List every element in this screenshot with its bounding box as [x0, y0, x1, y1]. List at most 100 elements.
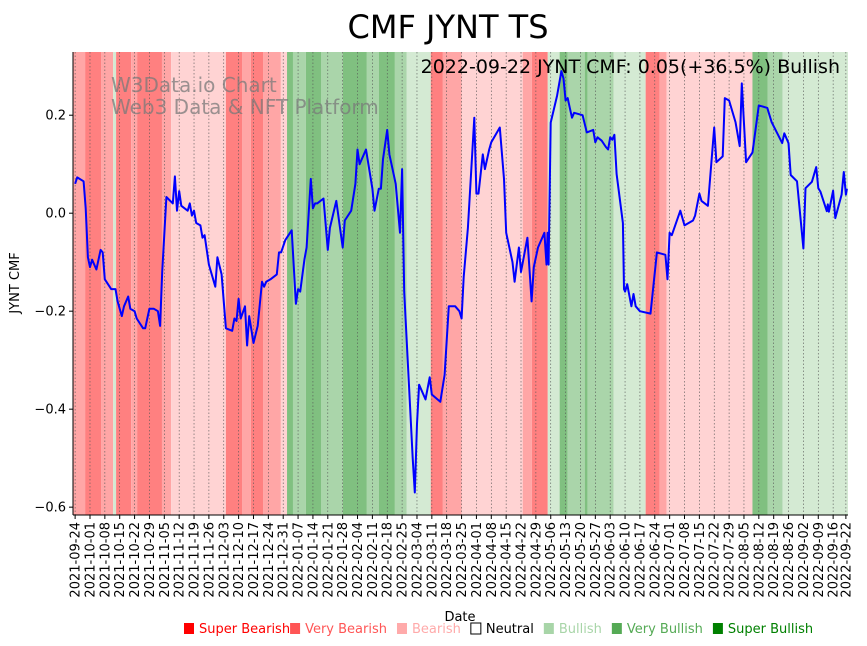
- x-tick-label: 2022-03-25: [455, 522, 470, 598]
- sentiment-band: [666, 52, 753, 515]
- legend-label: Bullish: [559, 622, 602, 637]
- x-tick-label: 2022-07-08: [678, 522, 693, 598]
- x-tick-label: 2022-03-18: [440, 522, 455, 598]
- x-tick-label: 2021-10-22: [128, 522, 143, 598]
- sentiment-band: [85, 52, 102, 515]
- sentiment-band: [171, 52, 226, 515]
- x-tick-label: 2022-09-16: [827, 522, 842, 598]
- chart-title: CMF JYNT TS: [347, 8, 548, 46]
- legend-label: Very Bullish: [627, 622, 703, 637]
- legend-label: Very Bearish: [305, 622, 387, 637]
- sentiment-band: [250, 52, 264, 515]
- x-tick-label: 2022-04-15: [500, 522, 515, 598]
- x-tick-label: 2021-12-10: [232, 522, 247, 598]
- x-tick-label: 2022-05-06: [544, 522, 559, 598]
- legend-swatch: [290, 623, 301, 634]
- sentiment-band: [613, 52, 646, 515]
- watermark-line-2: Web3 Data & NFT Platform: [111, 95, 379, 119]
- x-tick-label: 2022-05-27: [589, 522, 604, 598]
- sentiment-band: [567, 52, 585, 515]
- legend-swatch: [611, 623, 622, 634]
- x-tick-label: 2022-01-28: [336, 522, 351, 598]
- x-tick-label: 2022-08-05: [737, 522, 752, 598]
- sentiment-band: [131, 52, 138, 515]
- sentiment-band: [113, 52, 117, 515]
- x-tick-label: 2021-12-17: [247, 522, 262, 598]
- x-tick-label: 2021-10-08: [98, 522, 113, 598]
- legend-swatch: [470, 622, 482, 635]
- sentiment-band: [161, 52, 172, 515]
- sentiment-band: [378, 52, 395, 515]
- sentiment-bands: [73, 52, 848, 515]
- sentiment-band: [287, 52, 293, 515]
- x-tick-label: 2022-03-11: [425, 522, 440, 598]
- x-tick-label: 2022-01-14: [306, 522, 321, 598]
- sentiment-band: [522, 52, 532, 515]
- x-tick-label: 2022-06-24: [648, 522, 663, 598]
- watermark-line-1: W3Data.io Chart: [111, 73, 277, 97]
- legend-item: Very Bearish: [290, 622, 387, 637]
- x-tick-label: 2022-07-22: [708, 522, 723, 598]
- x-ticks: 2021-09-24 2021-10-01 2021-10-08 2021-10-15…: [69, 515, 854, 598]
- sentiment-band: [547, 52, 560, 515]
- x-tick-label: 2022-07-29: [723, 522, 738, 598]
- x-gridlines: [74, 52, 847, 515]
- legend-item: Very Bullish: [611, 622, 703, 637]
- x-tick-label: 2022-09-02: [797, 522, 812, 598]
- sentiment-band: [242, 52, 251, 515]
- x-tick-label: 2022-04-22: [515, 522, 530, 598]
- sentiment-band: [225, 52, 243, 515]
- x-tick-label: 2021-11-19: [188, 522, 203, 598]
- y-tick-label: −0.4: [34, 403, 66, 418]
- x-tick-label: 2022-02-25: [396, 522, 411, 598]
- sentiment-band: [73, 52, 86, 515]
- x-tick-label: 2022-07-15: [693, 522, 708, 598]
- legend-swatch: [184, 623, 194, 634]
- x-tick-label: 2022-02-11: [366, 522, 381, 598]
- sentiment-band: [406, 52, 431, 515]
- sentiment-band: [531, 52, 548, 515]
- y-axis-label: JYNT CMF: [8, 252, 23, 314]
- axes: [72, 52, 848, 516]
- sentiment-band: [752, 52, 768, 515]
- x-tick-label: 2022-03-04: [410, 522, 425, 598]
- legend-swatch: [712, 623, 723, 634]
- sentiment-band: [366, 52, 379, 515]
- legend-item: Neutral: [470, 622, 534, 637]
- sentiment-band: [659, 52, 667, 515]
- sentiment-band: [263, 52, 281, 515]
- x-tick-label: 2022-02-18: [381, 522, 396, 598]
- x-tick-label: 2022-01-07: [292, 522, 307, 598]
- x-tick-label: 2022-04-08: [485, 522, 500, 598]
- y-tick-label: −0.6: [34, 501, 66, 516]
- x-tick-label: 2022-06-17: [633, 522, 648, 598]
- x-tick-label: 2021-11-12: [173, 522, 188, 598]
- legend: Super Bearish Very Bearish Bearish Neutral B…: [184, 622, 813, 637]
- sentiment-band: [559, 52, 568, 515]
- x-tick-label: 2021-12-03: [217, 522, 232, 598]
- sentiment-band: [587, 52, 614, 515]
- cmf-series-line: [74, 70, 848, 494]
- x-tick-label: 2022-06-03: [604, 522, 619, 598]
- legend-item: Super Bearish: [184, 622, 290, 637]
- y-tick-label: 0.0: [45, 207, 66, 222]
- y-ticks: 0.2 0.0 −0.2 −0.4 −0.6: [34, 109, 73, 516]
- sentiment-band: [782, 52, 848, 515]
- watermark: W3Data.io Chart Web3 Data & NFT Platform: [111, 73, 379, 119]
- sentiment-band: [280, 52, 288, 515]
- x-tick-label: 2021-10-29: [143, 522, 158, 598]
- x-tick-label: 2022-09-22: [839, 522, 854, 598]
- x-tick-label: 2021-11-26: [202, 522, 217, 598]
- x-axis-label: Date: [444, 610, 475, 625]
- sentiment-band: [394, 52, 407, 515]
- x-tick-label: 2022-06-10: [619, 522, 634, 598]
- x-tick-label: 2021-10-15: [113, 522, 128, 598]
- legend-item: Bearish: [396, 622, 461, 637]
- x-tick-label: 2022-05-13: [559, 522, 574, 598]
- x-tick-label: 2022-08-19: [767, 522, 782, 598]
- x-tick-label: 2022-02-04: [351, 522, 366, 598]
- x-tick-label: 2022-04-01: [470, 522, 485, 598]
- sentiment-band: [430, 52, 443, 515]
- latest-value-annotation: 2022-09-22 JYNT CMF: 0.05(+36.5%) Bullis…: [421, 56, 840, 78]
